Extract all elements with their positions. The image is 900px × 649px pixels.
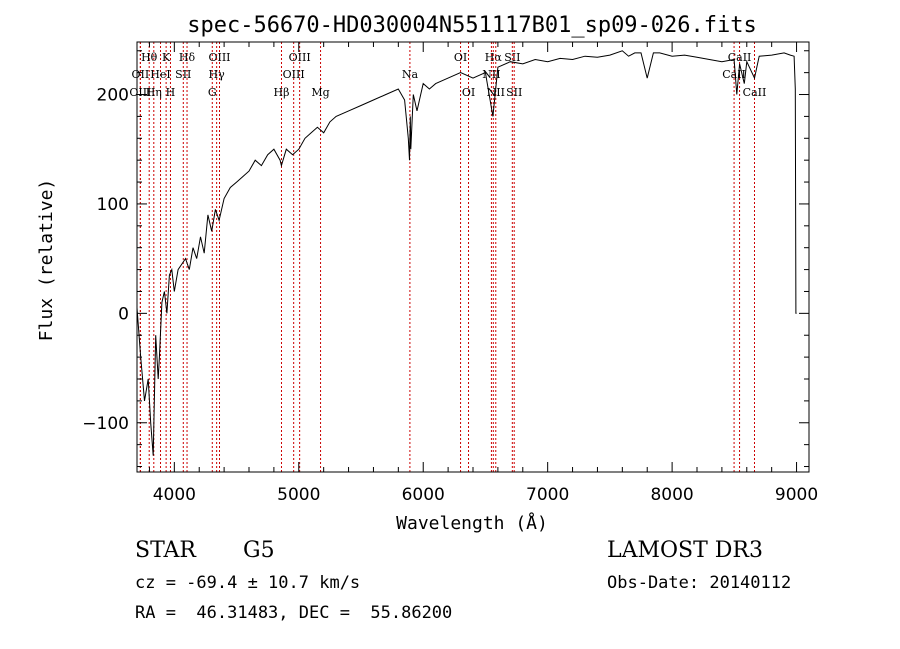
y-tick-label: 100 [97,195,129,215]
line-marker-label: SII [175,68,191,81]
line-marker-label: OI [462,86,475,99]
line-marker-label: Hβ [274,86,290,99]
y-axis-label: Flux (relative) [36,179,57,342]
line-marker-label: OI [454,51,467,64]
x-tick-label: 6000 [402,485,445,505]
spectrum-line [136,50,797,456]
line-marker-label: CaII [743,86,767,99]
x-tick-label: 5000 [277,485,320,505]
line-marker-label: OIII [129,86,151,99]
line-marker-label: SII [506,86,522,99]
axis-ticks: 4000 5000 6000 7000 8000 9000 −100 0 100 200 [82,42,818,505]
line-marker-label: OIII [289,51,311,64]
plot-frame [136,41,810,473]
line-marker-label: Hδ [179,51,196,64]
line-marker-label: Hα [485,51,503,64]
object-subclass: G5 [243,538,275,563]
line-marker-label: Mg [311,86,329,99]
line-marker-label: Na [402,68,419,81]
line-marker-label: Hη [146,86,162,99]
x-tick-label: 9000 [775,485,818,505]
line-marker-label: Hθ [141,51,158,64]
line-marker-label: CaII [722,68,746,81]
line-marker-label: K [162,51,171,64]
line-marker-label: OIII [208,51,230,64]
line-marker-label: G [208,86,217,99]
line-marker-label: CaII [728,51,752,64]
line-marker-label: H [166,86,176,99]
survey-name: LAMOST DR3 [607,538,763,563]
x-tick-label: 8000 [650,485,693,505]
line-marker-label: SII [504,51,520,64]
chart-title: spec-56670-HD030004N551117B01_sp09-026.f… [187,13,757,38]
y-tick-label: −100 [82,414,129,434]
x-tick-label: 4000 [153,485,196,505]
y-tick-label: 200 [97,86,129,106]
x-axis-label: Wavelength (Å) [396,512,548,534]
line-marker-label: Hγ [209,68,226,81]
redshift-text: cz = -69.4 ± 10.7 km/s [135,573,361,593]
line-marker-label: HeI [150,68,170,81]
x-tick-label: 7000 [526,485,569,505]
obs-date: Obs-Date: 20140112 [607,573,792,593]
line-marker-label: OIII [283,68,305,81]
y-tick-label: 0 [118,304,129,324]
coordinates: RA = 46.31483, DEC = 55.86200 [135,603,453,623]
object-class: STAR [135,538,196,563]
